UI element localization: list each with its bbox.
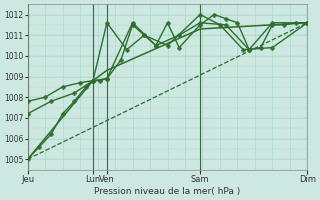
X-axis label: Pression niveau de la mer( hPa ): Pression niveau de la mer( hPa ) — [94, 187, 241, 196]
